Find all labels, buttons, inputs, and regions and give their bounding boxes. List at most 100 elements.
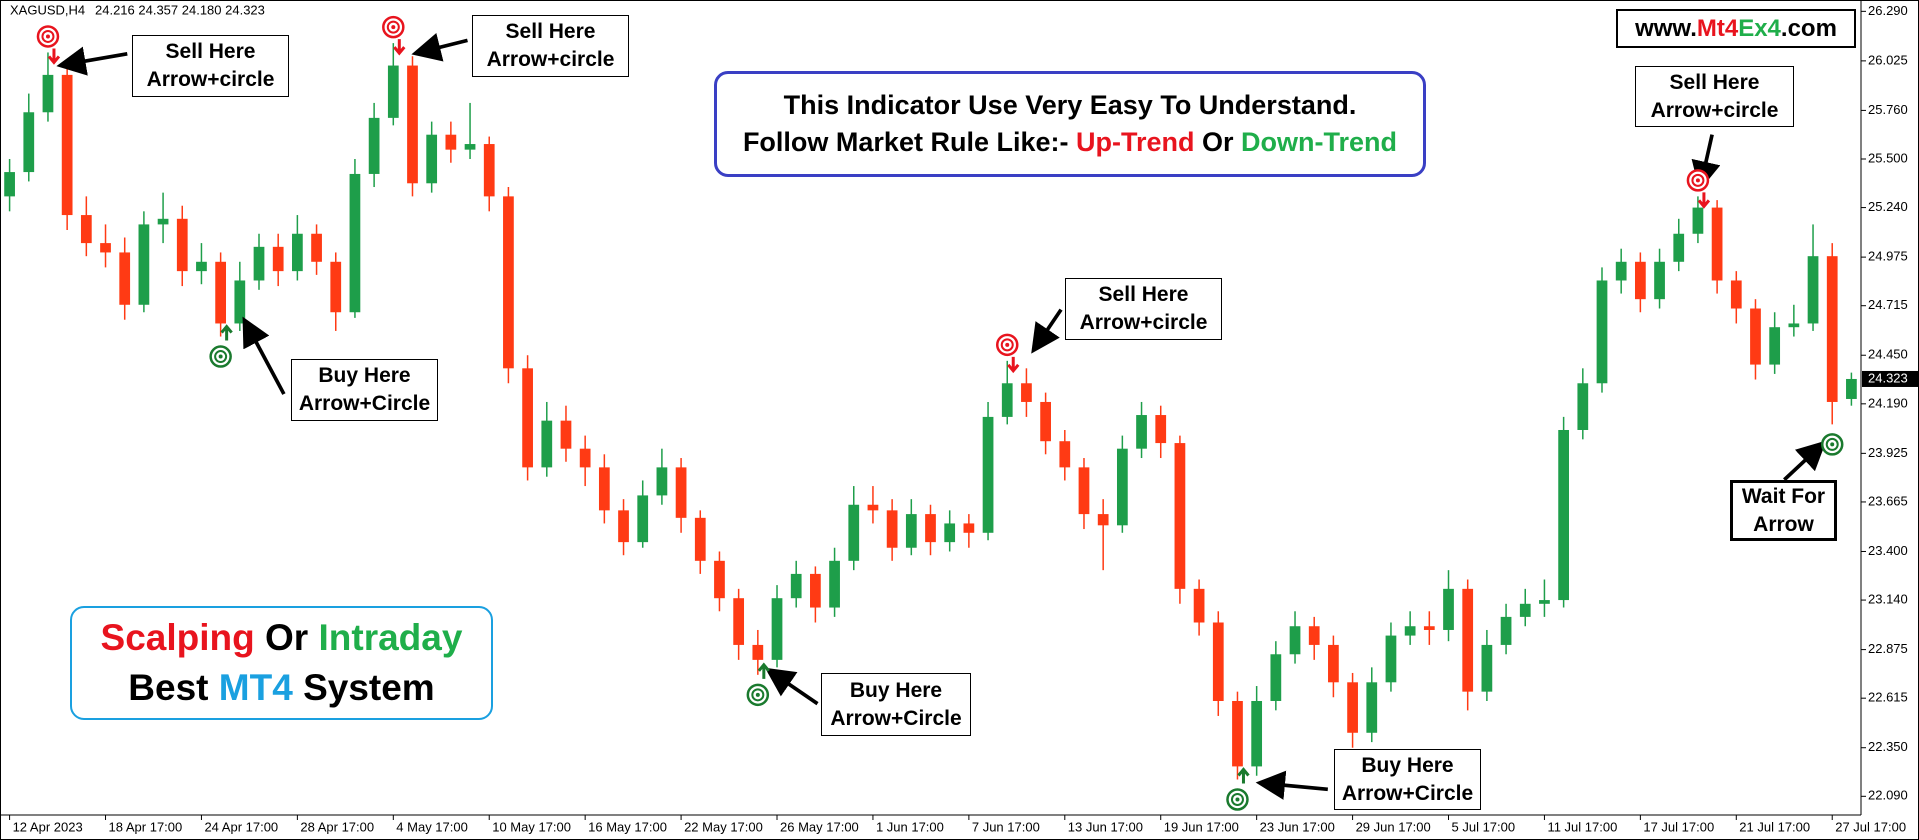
x-tick-label: 18 Apr 17:00: [109, 819, 183, 834]
arrow: [1783, 440, 1827, 482]
x-tick-label: 19 Jun 17:00: [1164, 819, 1239, 834]
text: Ex4: [1738, 14, 1781, 42]
header-ohlc: 24.216 24.357 24.180 24.323: [95, 2, 265, 17]
text: Or: [1202, 127, 1234, 157]
callout-line: Sell Here: [1669, 70, 1760, 94]
candle-body: [1596, 280, 1608, 384]
signal-ring: [1230, 792, 1244, 806]
signal: [36, 25, 61, 65]
y-tick-label: 25.760: [1868, 102, 1908, 117]
candle-body: [1328, 644, 1339, 683]
y-tick-label: 23.400: [1868, 543, 1908, 558]
candle-body: [138, 224, 150, 305]
signal-dot: [1005, 342, 1010, 347]
callout-line: Sell Here: [1098, 283, 1189, 306]
text: Scalping: [100, 617, 255, 658]
candle-body: [61, 74, 73, 216]
callout: Wait For Arrow: [1730, 480, 1837, 541]
y-tick-label: 24.715: [1868, 297, 1908, 312]
signal: [1820, 433, 1844, 456]
signal-ring: [214, 350, 228, 364]
candle-body: [522, 368, 533, 468]
candle-body: [637, 495, 649, 543]
candle-body: [1021, 383, 1032, 402]
candle-body: [349, 173, 361, 313]
candle-body: [176, 218, 188, 272]
candle-body: [23, 112, 35, 173]
candle-body: [560, 420, 572, 449]
candle-body: [810, 573, 821, 608]
y-tick-label: 24.975: [1868, 249, 1908, 264]
candle-body: [1193, 588, 1205, 623]
callout-line: Arrow+circle: [146, 68, 275, 91]
candle-body: [1232, 700, 1243, 767]
signal-dot: [391, 25, 396, 30]
candle-body: [1385, 635, 1397, 683]
info-line: Follow Market Rule Like:- Up-Trend Or Do…: [717, 124, 1423, 161]
candle-body: [963, 523, 975, 533]
y-tick-label: 25.500: [1868, 150, 1908, 165]
candle-body: [1539, 600, 1550, 604]
callout: Buy Here Arrow+Circle: [291, 359, 438, 421]
candle-body: [1750, 308, 1761, 365]
signal-dot: [1695, 178, 1700, 183]
candle-body: [272, 246, 284, 272]
signal-dot: [1830, 442, 1835, 447]
candle-body: [1251, 700, 1263, 767]
price-label: 24.323: [1868, 370, 1908, 385]
candle-body: [944, 523, 956, 543]
callout-line: Wait For: [1741, 484, 1826, 508]
callout-line: Arrow+circle: [486, 48, 615, 71]
callout: Buy Here Arrow+Circle: [821, 673, 971, 736]
x-tick-label: 26 May 17:00: [780, 819, 859, 834]
candle-body: [1404, 626, 1416, 636]
candle-body: [656, 467, 668, 496]
website: www. Mt4 Ex4 .com: [1616, 9, 1856, 48]
candle-body: [1673, 233, 1685, 262]
callout: Sell Here Arrow+circle: [472, 15, 629, 77]
x-tick-label: 29 Jun 17:00: [1356, 819, 1431, 834]
candle-body: [42, 74, 54, 113]
candle-body: [886, 510, 898, 548]
x-tick-label: 17 Jul 17:00: [1643, 819, 1714, 834]
candle-body: [598, 467, 610, 511]
candle-body: [330, 261, 342, 313]
candle-body: [1711, 207, 1723, 281]
text: .com: [1780, 14, 1837, 42]
signal-arrow: [757, 662, 770, 679]
x-tick-label: 12 Apr 2023: [13, 819, 83, 834]
candle-body: [100, 243, 111, 253]
candle-body: [215, 261, 227, 324]
candle-body: [1078, 467, 1090, 515]
callout-line: Arrow+circle: [1650, 98, 1779, 122]
candle-body: [483, 144, 495, 197]
candle-body: [1174, 443, 1186, 589]
y-tick-label: 24.450: [1868, 347, 1908, 362]
signal-ring: [41, 29, 55, 43]
arrow: [56, 46, 128, 76]
promo-line: Best MT4 System: [72, 663, 491, 713]
candle-body: [694, 517, 706, 561]
arrow: [411, 33, 468, 62]
candle-body: [157, 218, 169, 225]
candle-body: [905, 514, 917, 548]
candle-body: [1289, 626, 1301, 655]
signal: [382, 15, 406, 56]
signal-ring: [386, 20, 400, 34]
callout-line: Buy Here: [1361, 753, 1454, 777]
candle-body: [867, 504, 879, 511]
plot: [4, 43, 1857, 780]
signal-ring: [1000, 338, 1014, 352]
text: Follow Market Rule Like:-: [742, 127, 1069, 157]
text: System: [303, 667, 435, 708]
signal-arrow: [1237, 767, 1250, 784]
candle-body: [1807, 256, 1819, 324]
candle-body: [1615, 261, 1627, 281]
up-trend: Up-Trend: [1076, 127, 1195, 157]
x-tick-label: 22 May 17:00: [684, 819, 763, 834]
signal-ring: [1691, 173, 1705, 187]
candle-body: [982, 416, 994, 533]
x-tick-label: 1 Jun 17:00: [876, 819, 944, 834]
text: Or: [265, 617, 309, 658]
text: Intraday: [318, 617, 463, 658]
